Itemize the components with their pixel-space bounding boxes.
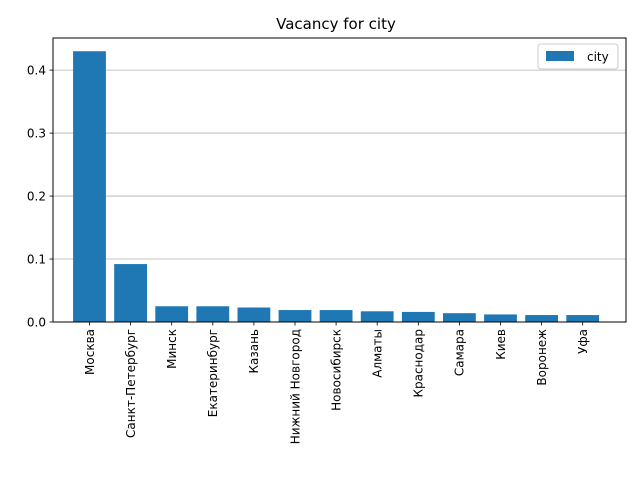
x-tick-label: Казань <box>247 329 261 374</box>
bar <box>443 313 476 322</box>
bar <box>566 315 600 322</box>
plot-frame <box>52 37 627 323</box>
bars <box>73 51 600 323</box>
bar <box>278 310 312 322</box>
bar <box>73 51 106 323</box>
legend-swatch <box>546 51 574 61</box>
bar <box>114 264 147 322</box>
y-tick-label: 0.0 <box>27 315 46 329</box>
x-tick-label: Екатеринбург <box>206 329 220 417</box>
chart-title: Vacancy for city <box>276 15 396 33</box>
x-tick-label: Алматы <box>371 329 385 378</box>
x-tick-label: Уфа <box>576 329 590 354</box>
y-tick-label: 0.2 <box>27 189 46 203</box>
x-tick-label: Киев <box>494 329 508 360</box>
bar <box>196 306 230 322</box>
gridlines <box>53 69 626 260</box>
y-tick-label: 0.3 <box>27 126 46 140</box>
legend-label: city <box>587 50 609 64</box>
x-tick-label: Воронеж <box>535 329 549 386</box>
x-tick-label: Нижний Новгород <box>288 329 302 444</box>
legend: city <box>537 43 619 70</box>
x-tick-label: Новосибирск <box>329 329 343 411</box>
x-tick-label: Минск <box>165 329 179 369</box>
legend-frame <box>537 43 619 70</box>
x-tick-label: Краснодар <box>412 329 426 398</box>
y-axis: 0.0 0.1 0.2 0.3 0.4 <box>27 63 53 329</box>
bar <box>484 314 517 322</box>
x-axis: Москва Санкт-Петербург Минск Екатеринбург Ка… <box>83 322 590 444</box>
bar <box>319 310 353 322</box>
x-tick-label: Санкт-Петербург <box>124 329 138 438</box>
bar <box>525 315 558 322</box>
y-tick-label: 0.1 <box>27 252 46 266</box>
bar <box>401 311 435 322</box>
x-tick-label: Москва <box>83 329 97 375</box>
x-tick-label: Самара <box>453 329 467 376</box>
bar <box>237 307 271 322</box>
bar <box>155 306 189 322</box>
y-tick-label: 0.4 <box>27 63 46 77</box>
bar <box>360 311 394 322</box>
